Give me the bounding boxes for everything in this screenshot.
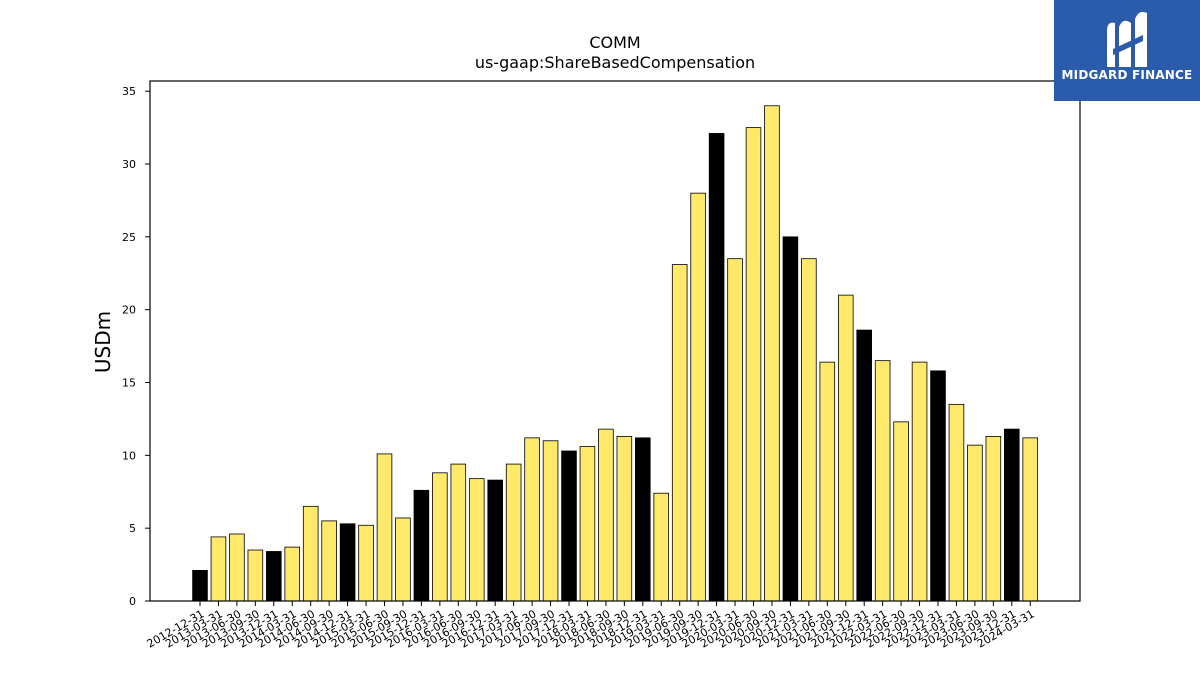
bar-2020-06-30	[745, 127, 762, 602]
bar-2015-09-30	[395, 517, 411, 602]
bar-2013-06-30	[229, 533, 245, 602]
bar-2021-12-31	[856, 329, 872, 602]
bar-2020-12-31	[782, 236, 799, 602]
bar-2016-06-30	[450, 463, 467, 602]
bar-2015-06-30	[376, 453, 393, 602]
bar-2017-09-30	[542, 440, 559, 602]
bar-2023-03-31	[948, 403, 965, 602]
brand-logo: MIDGARD FINANCE	[1054, 0, 1200, 101]
bar-2014-06-30	[302, 505, 319, 602]
bar-2023-09-30	[985, 436, 1002, 602]
bar-2016-03-31	[432, 472, 448, 602]
bar-2022-12-31	[930, 370, 946, 602]
brand-name: MIDGARD FINANCE	[1061, 68, 1193, 82]
bar-2015-03-31	[358, 524, 374, 602]
bar-2014-03-31	[284, 546, 301, 602]
bar-2016-12-31	[487, 479, 503, 602]
y-tick-label: 5	[129, 522, 136, 535]
bar-2022-06-30	[893, 421, 909, 602]
bar-2019-12-31	[708, 133, 725, 602]
y-tick-label: 20	[122, 304, 136, 317]
bar-2019-03-31	[653, 492, 670, 602]
chart-subtitle: us-gaap:ShareBasedCompensation	[475, 53, 755, 72]
y-axis: 0 5 10 15 20 25 30 35	[122, 85, 150, 608]
y-tick-label: 15	[122, 377, 136, 390]
bar-2020-03-31	[727, 258, 743, 602]
y-axis-label: USDm	[91, 311, 115, 373]
bar-2021-09-30	[837, 294, 854, 602]
bar-2022-03-31	[874, 360, 891, 602]
bar-2020-09-30	[764, 105, 780, 602]
bar-2014-12-31	[339, 523, 356, 602]
bar-2021-06-30	[819, 361, 836, 602]
bar-2019-06-30	[671, 264, 688, 602]
bar-2016-09-30	[468, 478, 485, 602]
bar-2017-03-31	[505, 463, 522, 602]
bar-2017-06-30	[524, 437, 540, 602]
y-tick-label: 10	[122, 449, 136, 462]
bar-2018-03-31	[579, 446, 596, 602]
bar-2018-12-31	[635, 437, 651, 602]
x-axis: 2012-12-312013-03-312013-06-302013-09-30…	[145, 601, 1037, 651]
chart-title: COMM	[589, 33, 640, 52]
bar-2023-06-30	[967, 444, 983, 602]
bar-2014-09-30	[321, 520, 337, 602]
y-tick-label: 0	[129, 595, 136, 608]
plot-frame	[149, 80, 1081, 602]
bar-2018-06-30	[598, 428, 614, 602]
bar-2021-03-31	[801, 258, 817, 602]
bar-2012-12-31	[192, 570, 208, 602]
y-tick-label: 25	[122, 231, 136, 244]
bar-2013-09-30	[247, 549, 264, 602]
midgard-logo-icon	[1107, 11, 1147, 67]
bar-2018-09-30	[616, 436, 633, 602]
bar-2013-03-31	[210, 536, 227, 602]
bar-2013-12-31	[266, 551, 282, 602]
bar-2015-12-31	[413, 489, 430, 602]
bar-2023-12-31	[1004, 428, 1020, 602]
bar-2022-09-30	[911, 361, 928, 602]
bar-2024-03-31	[1022, 437, 1039, 602]
bar-2017-12-31	[561, 450, 577, 602]
y-tick-label: 30	[122, 158, 136, 171]
y-tick-label: 35	[122, 85, 136, 98]
bars-group	[192, 105, 1039, 602]
bar-2019-09-30	[690, 192, 706, 602]
